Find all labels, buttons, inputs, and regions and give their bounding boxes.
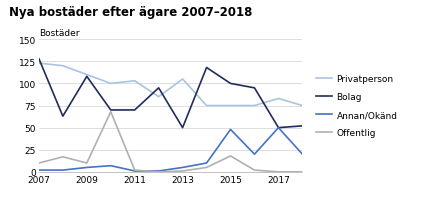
Legend: Privatperson, Bolag, Annan/Okänd, Offentlig: Privatperson, Bolag, Annan/Okänd, Offent… [312, 71, 401, 141]
Text: Nya bostäder efter ägare 2007–2018: Nya bostäder efter ägare 2007–2018 [9, 6, 252, 19]
Text: Bostäder: Bostäder [39, 28, 79, 37]
